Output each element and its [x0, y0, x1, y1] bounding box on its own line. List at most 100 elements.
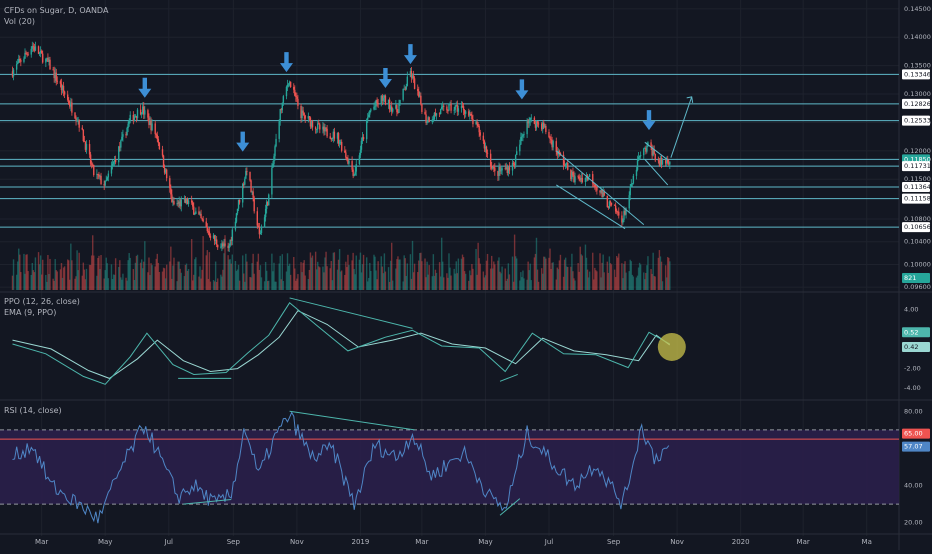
- candle-body: [389, 106, 392, 110]
- volume-bar: [508, 274, 511, 290]
- volume-bar: [169, 261, 171, 290]
- volume-bar: [433, 275, 436, 290]
- volume-bar: [194, 259, 196, 290]
- candle-body: [651, 147, 653, 156]
- candle-body: [26, 53, 28, 55]
- candle-body: [563, 165, 566, 166]
- volume-bar: [377, 261, 379, 290]
- candle-body: [443, 105, 445, 107]
- rsi-value-badge-text: 57.07: [904, 443, 923, 451]
- candle-body: [222, 243, 224, 247]
- volume-bar: [288, 263, 291, 290]
- ppo-tick-label: 4.00: [904, 306, 918, 314]
- volume-bar: [279, 255, 281, 290]
- candle-body: [156, 134, 158, 140]
- volume-bar: [603, 272, 605, 290]
- candle-body: [63, 91, 66, 95]
- volume-bar: [375, 270, 377, 290]
- candle-body: [104, 180, 106, 186]
- volume-bar: [659, 256, 662, 290]
- candle-body: [490, 166, 493, 169]
- candlestick-series: [11, 41, 671, 252]
- candle-body: [512, 162, 515, 164]
- volume-bar: [625, 272, 627, 290]
- rsi-red-badge: 65.00: [902, 428, 930, 439]
- candle-body: [198, 211, 200, 215]
- volume-bar: [644, 279, 646, 290]
- volume-bar: [506, 278, 509, 290]
- level-price-badge-bg: [902, 161, 930, 172]
- volume-bar: [114, 258, 117, 290]
- candle-body: [125, 134, 127, 136]
- volume-bar: [507, 263, 510, 290]
- candle-body: [450, 103, 452, 111]
- candle-body: [625, 208, 627, 215]
- volume-bar: [395, 268, 397, 290]
- candle-body: [150, 120, 152, 131]
- volume-bar: [448, 253, 450, 290]
- candle-body: [638, 156, 641, 158]
- volume-bar: [76, 250, 78, 290]
- level-price-badge: 0.13346: [902, 69, 931, 80]
- volume-bar: [120, 277, 122, 290]
- volume-bar: [479, 263, 481, 290]
- candle-body: [332, 131, 335, 138]
- candle-body: [635, 169, 638, 176]
- candle-body: [368, 114, 370, 118]
- volume-bar: [242, 255, 244, 290]
- candle-body: [344, 150, 346, 153]
- volume-bar: [594, 267, 596, 290]
- volume-badge-text: 821: [904, 274, 916, 282]
- volume-bar: [460, 258, 463, 290]
- volume-bar: [645, 272, 647, 290]
- volume-bar: [200, 278, 202, 290]
- volume-bar: [274, 281, 276, 290]
- volume-bar: [119, 260, 121, 290]
- candle-body: [456, 105, 459, 112]
- volume-bar: [443, 277, 445, 290]
- volume-bar: [129, 257, 131, 290]
- candle-body: [177, 203, 179, 205]
- volume-bar: [613, 269, 616, 290]
- volume-bar: [184, 264, 187, 290]
- candle-body: [268, 194, 270, 206]
- volume-bar: [494, 264, 496, 290]
- candle-body: [345, 152, 347, 158]
- candle-body: [112, 161, 115, 164]
- candle-body: [425, 114, 427, 123]
- volume-bar: [464, 273, 467, 290]
- volume-bar: [564, 257, 567, 290]
- volume-bar: [213, 281, 216, 290]
- volume-bar: [245, 253, 247, 290]
- volume-bar: [478, 258, 480, 290]
- volume-bar: [420, 252, 422, 290]
- candle-body: [609, 201, 612, 203]
- volume-bar: [529, 263, 531, 290]
- volume-bar: [156, 253, 158, 290]
- volume-bar: [193, 274, 195, 290]
- price-tick-label: 0.14000: [904, 33, 931, 41]
- volume-bar: [67, 259, 69, 290]
- candle-body: [24, 52, 26, 59]
- volume-bar: [173, 257, 175, 290]
- candle-body: [523, 134, 525, 135]
- volume-bar: [230, 263, 232, 290]
- volume-bar: [12, 259, 15, 290]
- volume-bar: [571, 253, 573, 290]
- candle-body: [149, 120, 151, 125]
- candle-body: [302, 110, 304, 114]
- candle-body: [129, 114, 131, 121]
- volume-bar: [23, 253, 25, 290]
- volume-bar: [322, 266, 324, 290]
- candle-body: [265, 201, 268, 209]
- candle-body: [599, 190, 601, 193]
- volume-bar: [214, 261, 217, 290]
- volume-bar: [92, 235, 94, 290]
- volume-bar: [622, 278, 624, 290]
- volume-bar: [163, 268, 166, 290]
- candle-body: [399, 99, 401, 105]
- volume-bar: [303, 260, 305, 290]
- candle-body: [556, 151, 559, 155]
